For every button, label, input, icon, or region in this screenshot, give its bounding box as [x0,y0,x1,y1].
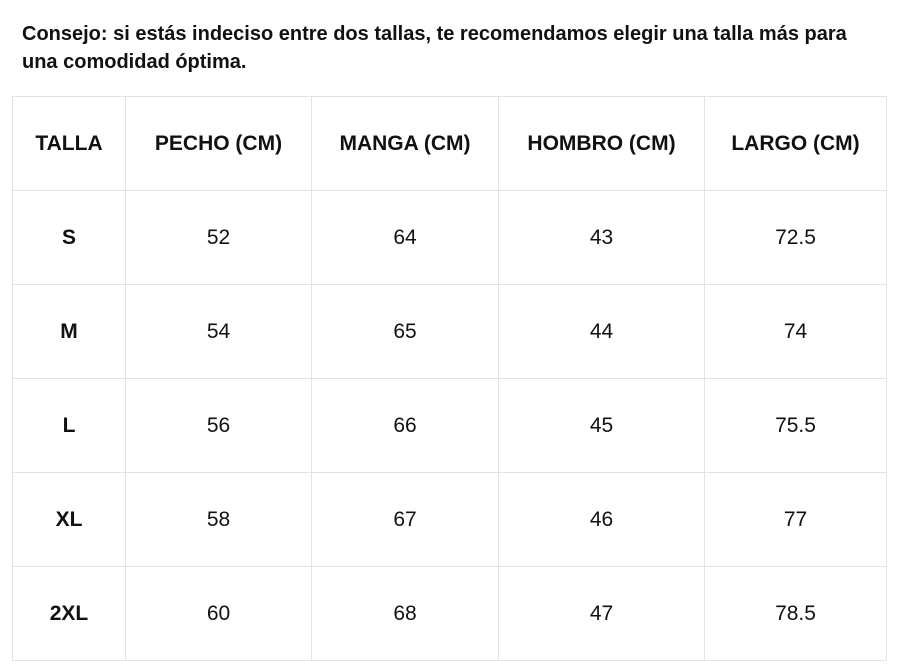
largo-cell: 77 [704,472,887,567]
hombro-cell: 45 [498,378,705,473]
size-cell: XL [12,472,126,567]
size-tip-text: Consejo: si estás indeciso entre dos tal… [22,23,847,73]
manga-cell: 65 [311,284,499,379]
manga-cell: 68 [311,566,499,661]
size-chart-table: TALLA PECHO (CM) MANGA (CM) HOMBRO (CM) … [12,96,887,661]
column-header-hombro: HOMBRO (CM) [498,96,705,191]
table-header-row: TALLA PECHO (CM) MANGA (CM) HOMBRO (CM) … [12,96,887,191]
manga-cell: 66 [311,378,499,473]
manga-cell: 67 [311,472,499,567]
largo-cell: 75.5 [704,378,887,473]
column-header-pecho: PECHO (CM) [125,96,312,191]
hombro-cell: 46 [498,472,705,567]
column-header-largo: LARGO (CM) [704,96,887,191]
table-row: XL 58 67 46 77 [12,472,887,567]
size-cell: L [12,378,126,473]
largo-cell: 72.5 [704,190,887,285]
pecho-cell: 52 [125,190,312,285]
pecho-cell: 56 [125,378,312,473]
column-header-manga: MANGA (CM) [311,96,499,191]
hombro-cell: 43 [498,190,705,285]
size-cell: 2XL [12,566,126,661]
table-row: L 56 66 45 75.5 [12,378,887,473]
pecho-cell: 54 [125,284,312,379]
column-header-talla: TALLA [12,96,126,191]
table-row: S 52 64 43 72.5 [12,190,887,285]
pecho-cell: 60 [125,566,312,661]
manga-cell: 64 [311,190,499,285]
size-cell: M [12,284,126,379]
table-row: M 54 65 44 74 [12,284,887,379]
hombro-cell: 47 [498,566,705,661]
table-row: 2XL 60 68 47 78.5 [12,566,887,661]
hombro-cell: 44 [498,284,705,379]
largo-cell: 74 [704,284,887,379]
pecho-cell: 58 [125,472,312,567]
size-cell: S [12,190,126,285]
largo-cell: 78.5 [704,566,887,661]
